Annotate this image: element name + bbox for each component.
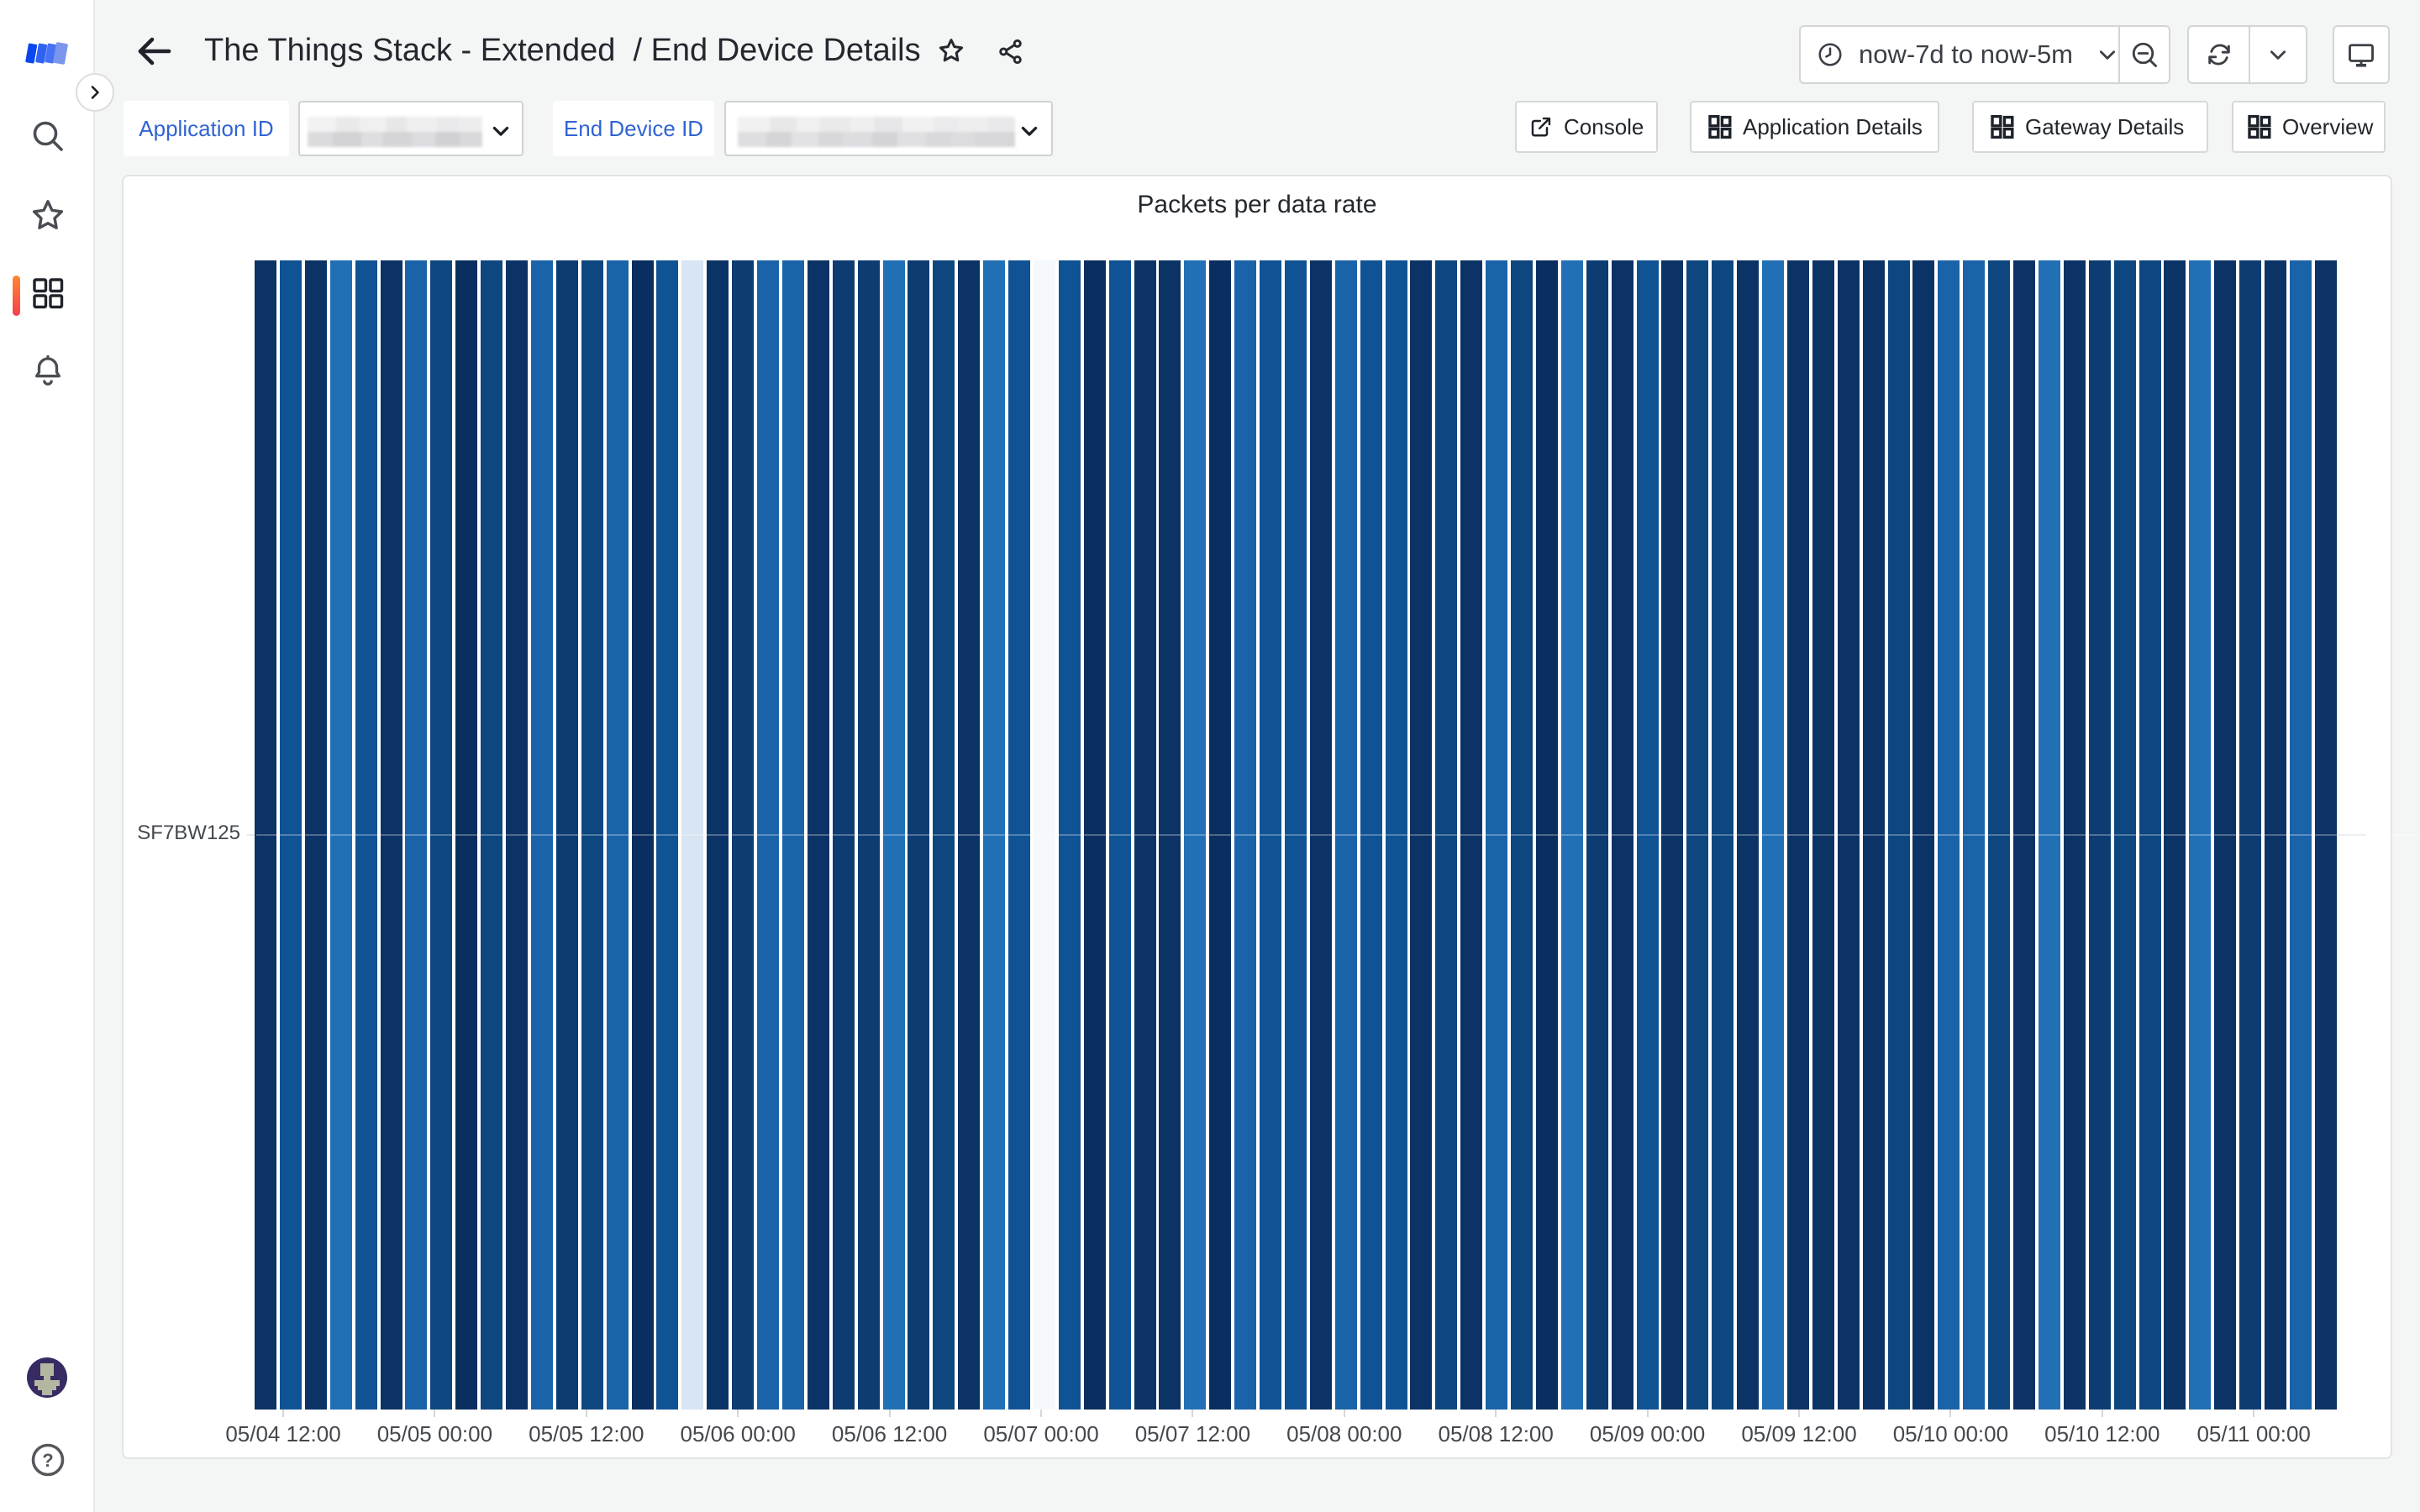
- svg-text:?: ?: [42, 1450, 53, 1471]
